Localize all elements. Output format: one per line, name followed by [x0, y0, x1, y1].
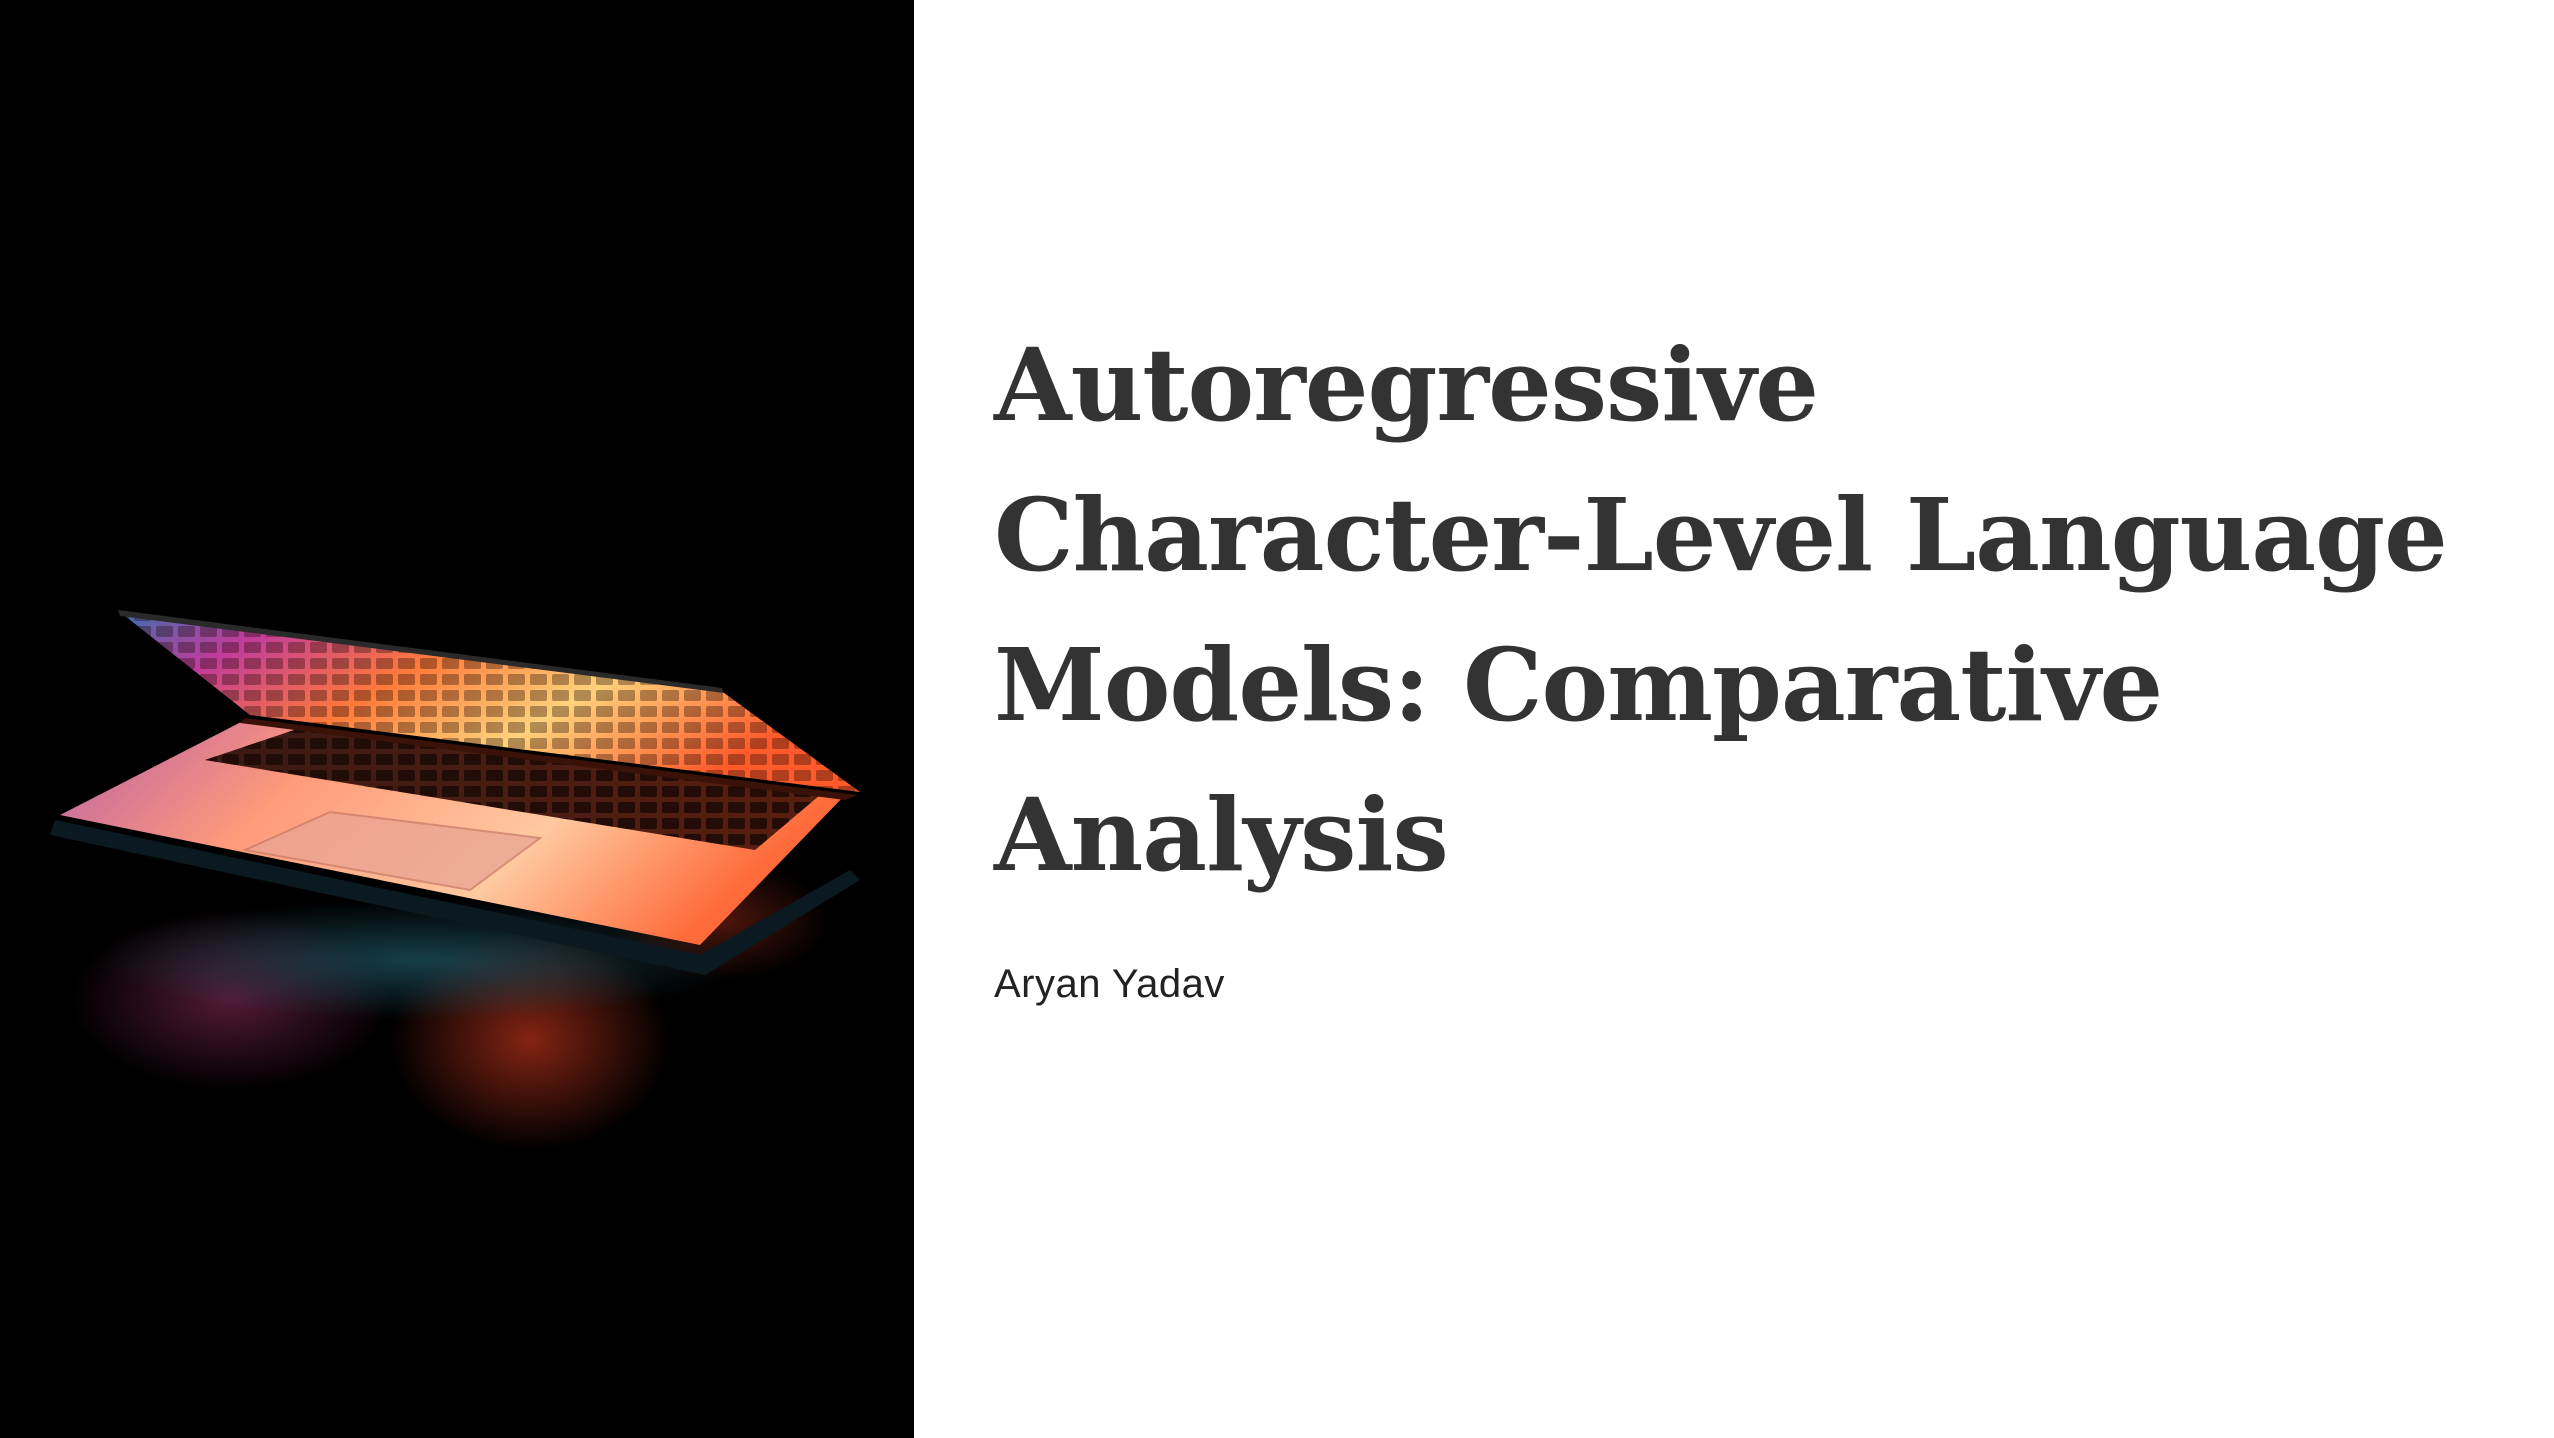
slide-title: Autoregressive Character-Level Language … [994, 310, 2494, 910]
laptop-photo [0, 0, 914, 1438]
title-block: Autoregressive Character-Level Language … [994, 310, 2494, 1007]
title-line-1: Autoregressive [994, 326, 1819, 444]
title-line-4: Analysis [994, 776, 1449, 894]
title-line-3: Models: Comparative [994, 626, 2163, 744]
author-name: Aryan Yadav [994, 962, 1225, 1006]
title-line-2: Character-Level Language [994, 476, 2448, 594]
